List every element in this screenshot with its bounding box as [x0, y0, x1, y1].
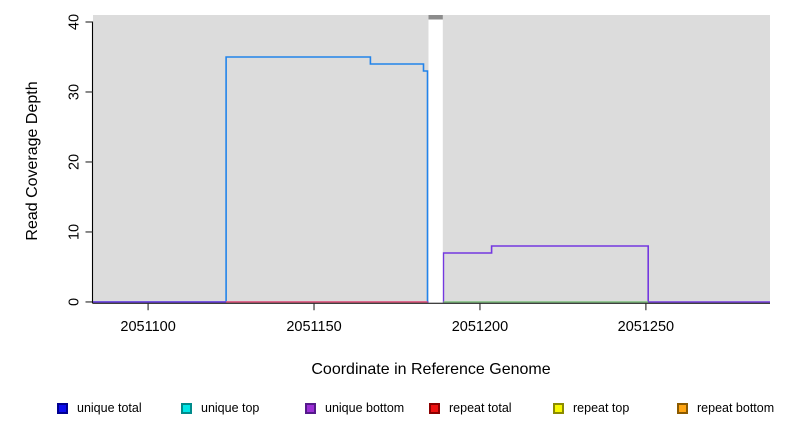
y-tick-label: 30	[67, 84, 83, 100]
y-tick-label: 10	[67, 224, 83, 240]
legend-item-repeat-top: repeat top	[553, 399, 629, 417]
x-axis-title: Coordinate in Reference Genome	[311, 361, 551, 378]
legend-item-repeat-total: repeat total	[429, 399, 512, 417]
legend-swatch-icon	[305, 402, 316, 414]
y-tick-label: 40	[67, 14, 83, 30]
legend-item-unique-bottom: unique bottom	[305, 399, 404, 417]
legend-swatch-icon	[553, 402, 564, 414]
legend-swatch-icon	[181, 402, 192, 414]
gap-band-cap	[428, 15, 443, 20]
legend-item-repeat-bottom: repeat bottom	[677, 399, 774, 417]
y-tick-label: 20	[67, 154, 83, 170]
legend-swatch-icon	[677, 402, 688, 414]
legend-item-unique-total: unique total	[57, 399, 142, 417]
x-tick-label: 2051150	[286, 319, 341, 335]
legend-label: unique total	[77, 401, 142, 415]
series-line-unique-bottom	[93, 245, 770, 303]
legend-label: repeat total	[449, 401, 512, 415]
legend-label: repeat bottom	[697, 401, 775, 415]
x-tick-label: 2051100	[120, 319, 175, 335]
legend-label: unique bottom	[325, 401, 405, 415]
legend: unique total unique top unique bottom repea…	[0, 399, 792, 419]
y-tick-label: 0	[67, 298, 83, 306]
legend-swatch-icon	[429, 402, 440, 414]
gap-band	[428, 19, 443, 304]
legend-swatch-icon	[57, 402, 68, 414]
x-tick-label: 2051200	[452, 319, 508, 335]
series-line-unique-total	[93, 56, 429, 303]
x-tick-label: 2051250	[618, 319, 674, 335]
legend-label: repeat top	[573, 401, 630, 415]
coverage-plot: 2051100 2051150 2051200 2051250 0 10 20 30 40	[67, 14, 770, 335]
y-axis-title: Read Coverage Depth	[24, 81, 41, 241]
legend-item-unique-top: unique top	[181, 399, 259, 417]
legend-label: unique top	[201, 401, 260, 415]
